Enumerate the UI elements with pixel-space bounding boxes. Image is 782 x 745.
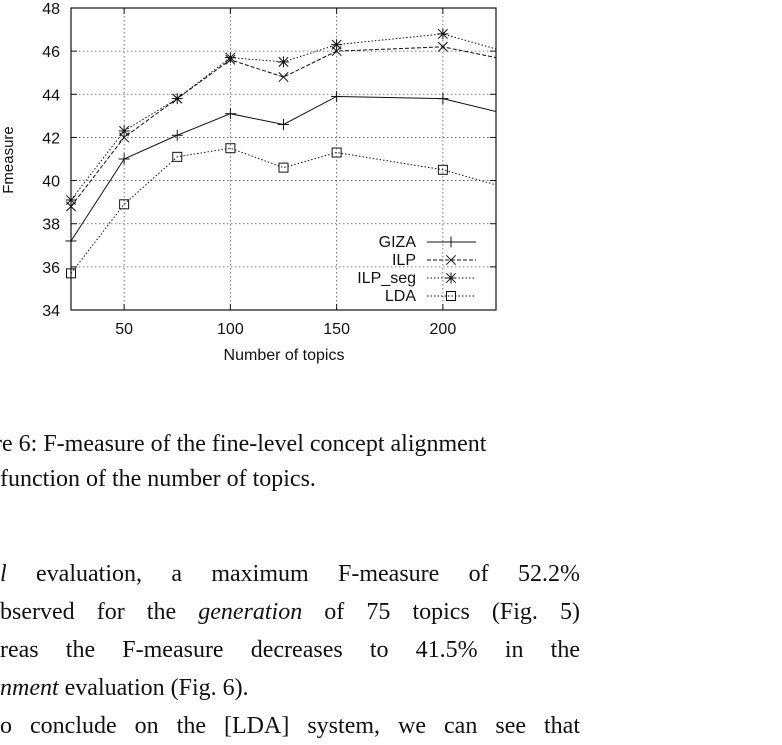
data-point xyxy=(278,56,289,68)
tick-labels: 50 100 150 200 34 36 38 40 42 44 46 48 xyxy=(42,1,456,338)
legend-marker xyxy=(446,291,456,301)
data-point xyxy=(172,151,183,162)
data-point xyxy=(171,93,183,105)
x-axis-label: Number of topics xyxy=(224,347,345,364)
series-giza xyxy=(65,90,496,247)
body-line-3: reas the F-measure decreases to 41.5% in… xyxy=(0,637,580,663)
x-tick-label: 150 xyxy=(323,321,350,338)
data-point xyxy=(66,268,76,279)
x-tick-label: 50 xyxy=(115,321,133,338)
series-line xyxy=(70,147,496,274)
data-point xyxy=(118,125,130,137)
plot-frame xyxy=(70,7,497,311)
body-line-5: o conclude on the [LDA] system, we can s… xyxy=(0,713,580,739)
data-point xyxy=(171,129,183,141)
grid xyxy=(71,8,496,310)
legend-label: LDA xyxy=(385,288,416,305)
data-point xyxy=(65,235,77,247)
caption-line-1: re 6: F-measure of the fine-level concep… xyxy=(0,431,487,457)
data-point xyxy=(278,162,289,173)
body-line-1: l evaluation, a maximum F-measure of 52.… xyxy=(0,555,580,593)
chart: 50 100 150 200 34 36 38 40 42 44 46 48 GIZAILPILP_s… xyxy=(0,1,497,364)
body-line-4: nment evaluation (Fig. 6). xyxy=(0,669,249,707)
data-point xyxy=(119,199,130,210)
body-line-1-text: evaluation, a maximum F-measure of 52.2% xyxy=(6,561,580,587)
series-group xyxy=(65,28,496,279)
legend-marker xyxy=(445,236,457,248)
y-axis-label: Fmeasure xyxy=(0,126,17,194)
data-point xyxy=(437,41,448,52)
legend-label: ILP_seg xyxy=(357,270,416,287)
data-point xyxy=(225,143,236,154)
series-lda xyxy=(66,143,496,279)
y-tick-label: 38 xyxy=(42,217,60,234)
body-line-1-italic: l xyxy=(0,561,7,587)
y-tick-label: 42 xyxy=(42,130,60,147)
body-line-2: bserved for the generation of 75 topics … xyxy=(0,593,580,631)
series-line xyxy=(70,46,496,207)
y-tick-label: 36 xyxy=(42,260,60,277)
body-line-2-text-b: of 75 topics (Fig. 5) xyxy=(302,599,580,625)
data-point xyxy=(65,194,77,206)
body-line-2-italic: generation xyxy=(198,599,303,625)
y-tick-label: 40 xyxy=(42,174,60,191)
data-point xyxy=(278,72,289,83)
caption-line-2: function of the number of topics. xyxy=(0,466,316,492)
series-ilp-seg xyxy=(65,28,496,206)
data-point xyxy=(278,118,289,130)
y-tick-label: 44 xyxy=(42,87,60,104)
data-point xyxy=(331,39,343,51)
x-tick-label: 200 xyxy=(430,321,457,338)
data-point xyxy=(331,90,343,102)
x-tick-label: 100 xyxy=(217,321,244,338)
data-point xyxy=(437,93,449,105)
y-tick-label: 46 xyxy=(42,44,60,61)
data-point xyxy=(118,153,130,165)
legend-label: GIZA xyxy=(379,234,417,251)
legend-label: ILP xyxy=(392,252,416,269)
y-tick-label: 34 xyxy=(42,303,60,320)
data-point xyxy=(437,164,448,175)
data-point xyxy=(437,28,449,40)
data-point xyxy=(224,108,236,120)
legend-marker xyxy=(445,254,457,266)
body-line-2-text-a: bserved for the xyxy=(0,599,199,625)
series-line xyxy=(70,95,496,242)
axes xyxy=(70,7,497,311)
data-point xyxy=(331,147,342,158)
body-line-4-text: evaluation (Fig. 6). xyxy=(58,675,249,701)
y-tick-label: 48 xyxy=(42,1,60,18)
body-line-4-italic: nment xyxy=(0,675,59,701)
legend-marker xyxy=(445,272,457,284)
data-point xyxy=(224,52,236,64)
